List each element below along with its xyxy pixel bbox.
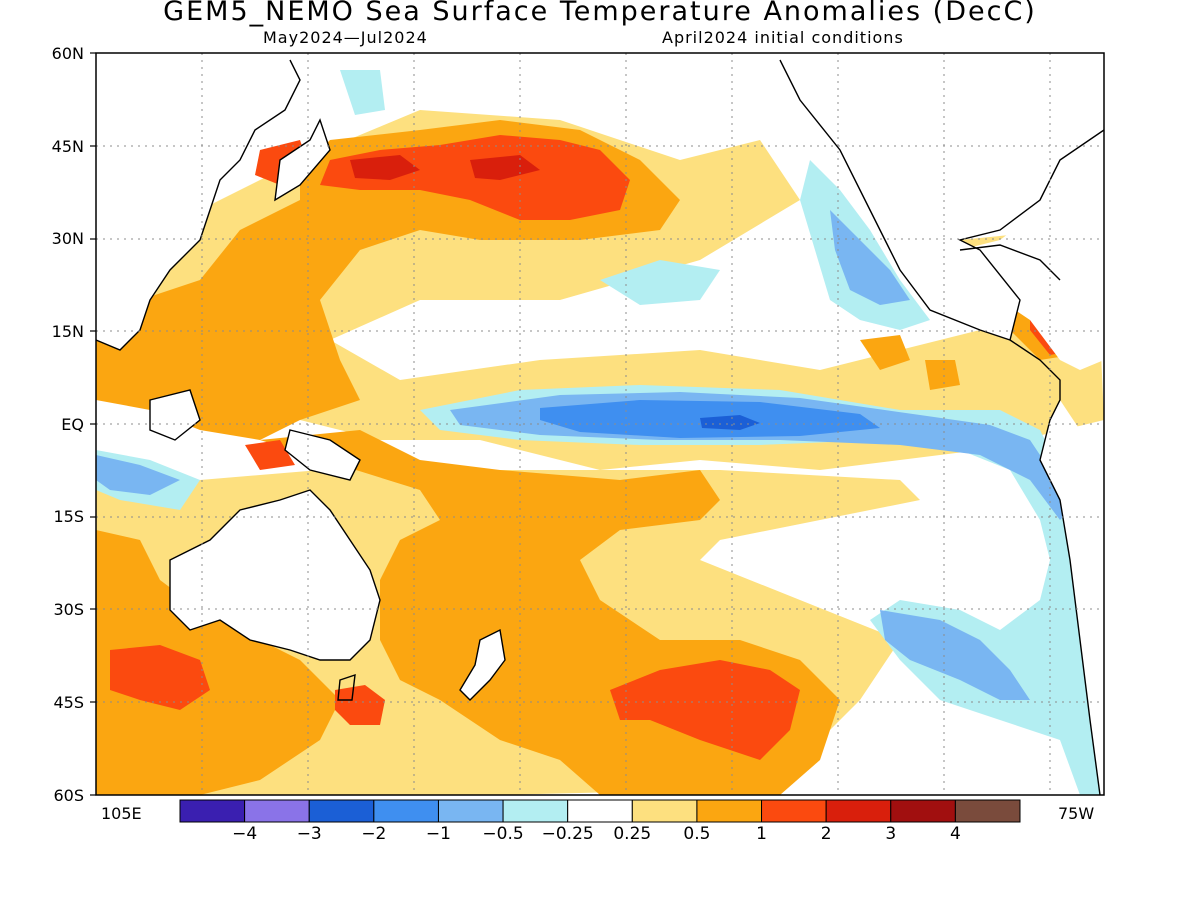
cool-anomaly-region bbox=[830, 210, 910, 305]
warm-anomaly-region bbox=[110, 645, 210, 710]
map-title: GEM5_NEMO Sea Surface Temperature Anomal… bbox=[163, 0, 1037, 27]
lat-label-45s: 45S bbox=[53, 693, 84, 712]
warm-anomaly-region bbox=[335, 685, 385, 725]
colorbar-swatch bbox=[437, 799, 504, 823]
colorbar bbox=[179, 799, 1021, 823]
colorbar-swatch bbox=[954, 799, 1021, 823]
colorbar-swatch bbox=[567, 799, 633, 823]
colorbar-swatch bbox=[890, 799, 956, 823]
warm-anomaly-region bbox=[860, 335, 910, 370]
colorbar-swatch bbox=[696, 799, 763, 823]
colorbar-label: −1 bbox=[425, 824, 451, 844]
lat-label-60n: 60N bbox=[51, 44, 84, 63]
colorbar-swatch bbox=[308, 799, 375, 823]
colorbar-swatch bbox=[761, 799, 827, 823]
lat-label-60s: 60S bbox=[53, 786, 84, 805]
colorbar-swatch bbox=[244, 799, 310, 823]
colorbar-label: 4 bbox=[949, 824, 961, 844]
colorbar-swatch bbox=[373, 799, 439, 823]
colorbar-label: −4 bbox=[232, 824, 258, 844]
lat-label-45n: 45N bbox=[51, 137, 84, 156]
lon-label-right: 75W bbox=[1058, 804, 1095, 823]
cool-anomaly-region bbox=[340, 70, 385, 115]
lat-label-30s: 30S bbox=[53, 600, 84, 619]
landmass-new-zealand bbox=[460, 630, 505, 700]
lat-label-eq: EQ bbox=[61, 415, 84, 434]
coastline bbox=[169, 489, 381, 661]
colorbar-label: −2 bbox=[361, 824, 387, 844]
landmass-new-guinea bbox=[285, 430, 360, 480]
landmass-north-america bbox=[780, 53, 1104, 370]
lon-label-left: 105E bbox=[101, 804, 142, 823]
colorbar-swatch bbox=[179, 799, 246, 823]
anomaly-field bbox=[96, 53, 1104, 795]
graticule bbox=[96, 53, 1104, 795]
coastline bbox=[284, 429, 361, 481]
cool-anomaly-region bbox=[420, 385, 1104, 795]
warm-anomaly-region bbox=[925, 360, 960, 390]
colorbar-label: 3 bbox=[885, 824, 897, 844]
colorbar-label: −3 bbox=[296, 824, 322, 844]
landmass-north-america-coast bbox=[780, 53, 1104, 340]
cool-anomaly-region bbox=[880, 610, 1030, 700]
colorbar-label: 1 bbox=[756, 824, 767, 844]
lat-label-15s: 15S bbox=[53, 507, 84, 526]
warm-anomaly-region bbox=[610, 660, 800, 760]
colorbar-swatch bbox=[825, 799, 892, 823]
colorbar-swatch bbox=[631, 799, 698, 823]
coastline bbox=[1009, 339, 1101, 795]
landmass-south-america bbox=[1040, 400, 1104, 795]
colorbar-label: −0.5 bbox=[482, 824, 524, 844]
lat-label-30n: 30N bbox=[51, 229, 84, 248]
coastline bbox=[337, 673, 356, 701]
coastline bbox=[96, 59, 301, 351]
colorbar-label: 0.5 bbox=[683, 824, 711, 844]
coastlines bbox=[96, 59, 1104, 795]
cool-anomaly-region bbox=[700, 415, 760, 430]
initial-conditions: April2024 initial conditions bbox=[662, 28, 904, 47]
lat-label-15n: 15N bbox=[51, 322, 84, 341]
cool-anomaly-region bbox=[600, 260, 720, 305]
colorbar-label: 2 bbox=[820, 824, 832, 844]
landmass-australia bbox=[170, 490, 380, 660]
coastline bbox=[274, 118, 331, 202]
warm-anomaly-region bbox=[350, 155, 420, 180]
landmass-borneo bbox=[150, 390, 200, 440]
forecast-period: May2024—Jul2024 bbox=[263, 28, 428, 47]
warm-anomaly-region bbox=[245, 440, 295, 470]
colorbar-label: 0.25 bbox=[613, 824, 652, 844]
coastline bbox=[459, 628, 506, 701]
colorbar-swatch bbox=[502, 799, 569, 823]
warm-anomaly-region bbox=[96, 530, 340, 795]
coastline bbox=[149, 389, 201, 441]
lat-ticks bbox=[90, 52, 96, 796]
cool-anomaly-region bbox=[96, 455, 180, 495]
warm-anomaly-region bbox=[470, 155, 540, 180]
landmass-japan bbox=[275, 120, 330, 200]
colorbar-label: −0.25 bbox=[541, 824, 594, 844]
landmass-asia bbox=[96, 53, 300, 350]
